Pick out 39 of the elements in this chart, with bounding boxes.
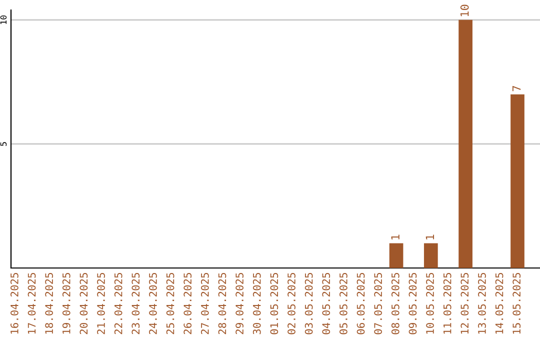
- x-tick-label: 04.05.2025: [322, 273, 330, 334]
- x-tick-label: 08.05.2025: [391, 273, 400, 334]
- x-tick-label: 25.04.2025: [166, 273, 174, 334]
- x-tick-label: 30.04.2025: [252, 273, 261, 334]
- bar: [424, 243, 438, 268]
- x-tick-label: 09.05.2025: [408, 273, 417, 334]
- x-tick-label: 01.05.2025: [270, 273, 278, 334]
- x-tick-label: 12.05.2025: [460, 273, 469, 334]
- x-tick-label: 13.05.2025: [478, 273, 486, 334]
- y-tick-label: 5: [0, 142, 7, 146]
- x-tick-label: 24.04.2025: [149, 273, 157, 334]
- x-tick-label: 16.04.2025: [10, 273, 18, 334]
- x-tick-label: 07.05.2025: [374, 273, 382, 334]
- x-tick-label: 20.04.2025: [80, 273, 88, 334]
- x-tick-label: 22.04.2025: [114, 273, 122, 334]
- x-tick-label: 27.04.2025: [200, 273, 209, 334]
- x-tick-label: 06.05.2025: [356, 273, 365, 334]
- x-tick-label: 19.04.2025: [62, 273, 70, 334]
- x-tick-label: 28.04.2025: [218, 273, 226, 334]
- data-label: 1: [391, 234, 400, 240]
- x-tick-label: 14.05.2025: [495, 273, 504, 334]
- x-tick-label: 11.05.2025: [443, 273, 452, 334]
- data-label: 1: [426, 234, 434, 240]
- x-tick-label: 23.04.2025: [132, 273, 140, 334]
- data-label: 10: [460, 4, 469, 16]
- x-tick-label: 18.04.2025: [45, 273, 54, 334]
- x-tick-label: 21.04.2025: [97, 273, 105, 334]
- x-tick-label: 29.04.2025: [236, 273, 244, 334]
- x-tick-label: 10.05.2025: [426, 273, 434, 334]
- x-tick-label: 02.05.2025: [288, 273, 296, 334]
- x-tick-label: 15.05.2025: [512, 273, 521, 334]
- x-tick-label: 17.04.2025: [28, 273, 36, 334]
- data-label: 7: [512, 86, 521, 92]
- bar: [389, 243, 404, 268]
- x-tick-label: 03.05.2025: [304, 273, 313, 334]
- x-tick-label: 26.04.2025: [184, 273, 192, 334]
- bar: [510, 94, 524, 268]
- x-tick-label: 05.05.2025: [340, 273, 348, 334]
- bar: [458, 20, 472, 268]
